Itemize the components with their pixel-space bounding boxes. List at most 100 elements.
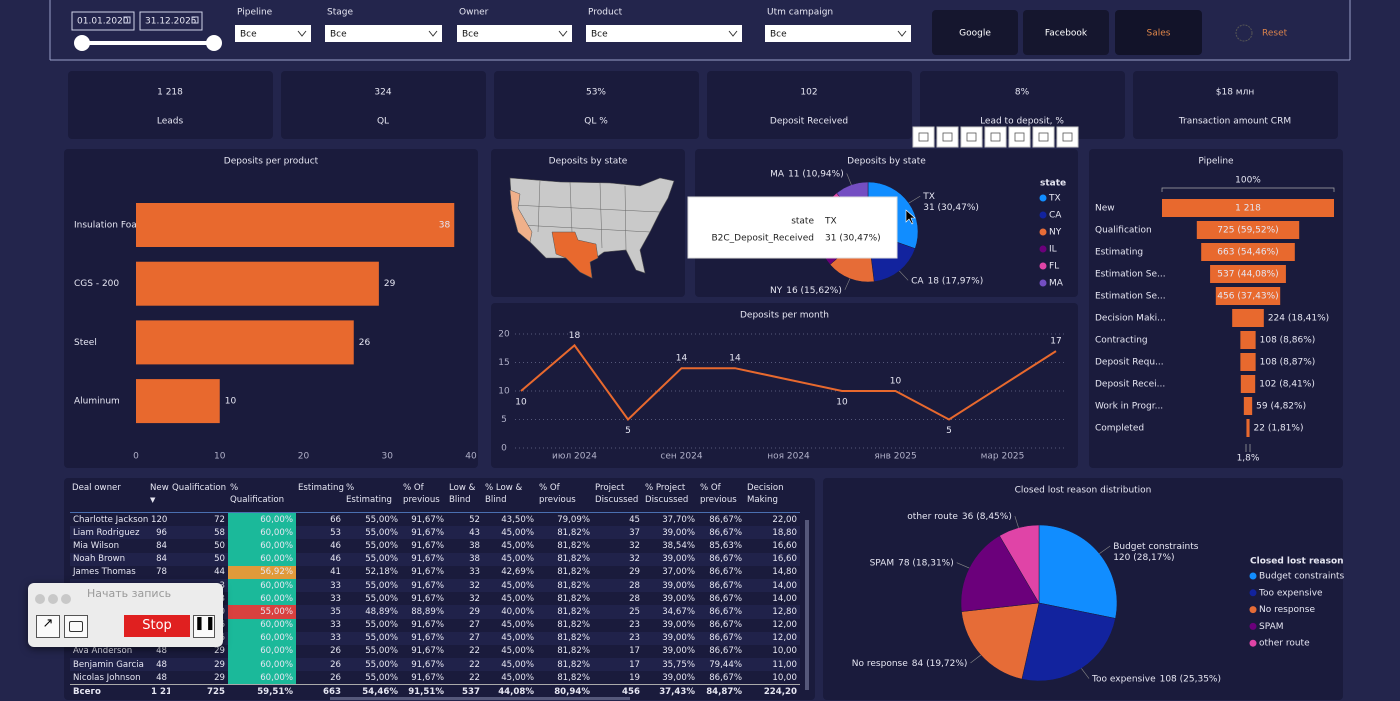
nav-button[interactable] (1023, 10, 1109, 55)
table-cell: 81,82% (557, 567, 590, 578)
y-tick-label: 20 (498, 330, 510, 340)
leader-line (1099, 545, 1111, 554)
slider-knob[interactable] (206, 35, 222, 51)
card (64, 149, 478, 468)
scrollbar[interactable] (805, 520, 809, 690)
date-box[interactable] (139, 11, 203, 31)
table-cell: 22 (469, 672, 480, 683)
label-name: MA (770, 169, 785, 179)
table-cell: 86,67% (709, 672, 742, 683)
label-name: Budget constraints (1113, 542, 1199, 552)
kpi-value: 1 218 (157, 88, 183, 98)
toolbar-button[interactable] (912, 126, 935, 148)
table-cell: 55,00% (365, 672, 398, 683)
slice (960, 535, 1040, 612)
table-cell: 50 (214, 554, 225, 565)
reset-button[interactable]: Reset (1262, 29, 1288, 39)
table-row: 055,00%3548,89%88,89%2940,00%81,82%2534,… (70, 605, 800, 619)
toolbar-button[interactable] (1032, 126, 1055, 148)
nav-button[interactable] (1115, 10, 1202, 55)
funnel-bar (1232, 309, 1264, 327)
label-value: 16 (15,62%) (786, 285, 842, 295)
table-cell: 48 (156, 672, 167, 683)
slicer-box[interactable] (325, 25, 442, 42)
table-cell: 12,00 (772, 620, 797, 631)
table-cell: 79,44% (709, 659, 742, 670)
table-cell: 86,67% (709, 633, 742, 644)
table-cell: Noah Brown (73, 554, 126, 565)
table-cell: 45,00% (501, 593, 534, 604)
pause-button[interactable]: ❚❚ (193, 615, 216, 638)
slicer-box[interactable] (765, 25, 911, 42)
data-label: 10 (836, 398, 848, 408)
total-cell: 1 218 (148, 684, 170, 699)
table-cell: 27 (469, 620, 480, 631)
data-label: Too expensive 108 (25,35%) (1091, 674, 1221, 684)
bar (136, 261, 379, 306)
rect-tool[interactable] (64, 615, 88, 638)
y-tick-label: 0 (501, 444, 507, 454)
table-cell: 86,67% (709, 580, 742, 591)
table-cell: 35,75% (662, 659, 695, 670)
table-cell: James Thomas (73, 567, 136, 578)
table-cell: 46 (330, 540, 341, 551)
slicer-box[interactable] (457, 25, 572, 42)
legend-title: state (1040, 179, 1066, 189)
slicer-box[interactable] (586, 25, 742, 42)
stop-button[interactable]: Stop (124, 615, 190, 637)
table-cell: 38,54% (662, 540, 695, 551)
label-value: 108 (25,35%) (1160, 674, 1221, 684)
label-name: NY (770, 285, 783, 295)
table-cell: 60,00% (228, 658, 296, 672)
date-box[interactable] (71, 11, 135, 31)
legend-swatch (1039, 194, 1047, 202)
label-name: CA (911, 276, 924, 286)
table-row: Mia Wilson 84 50 60,00% 46 55,00% 91,67% 38 45,0… (70, 539, 800, 553)
nav-button[interactable] (932, 10, 1018, 55)
toolbar-glyph (918, 132, 929, 142)
table-cell: 81,82% (557, 633, 590, 644)
toolbar-button[interactable] (984, 126, 1007, 148)
data-label: 456 (37,43%) (1217, 292, 1278, 302)
table-cell: 18,80 (772, 527, 797, 538)
calendar-icon (123, 16, 131, 24)
slider-knob[interactable] (74, 35, 90, 51)
slicer-box[interactable] (235, 25, 311, 42)
toolbar-button[interactable] (960, 126, 983, 148)
toolbar-button[interactable] (936, 126, 959, 148)
x-tick-label: 40 (465, 452, 477, 462)
table-cell: 52,18% (365, 567, 398, 578)
table-cell: 28 (629, 593, 640, 604)
total-cell: Всего (70, 684, 148, 699)
stage-label: Qualification (1095, 226, 1152, 236)
bar (136, 320, 354, 365)
legend-swatch (1039, 211, 1047, 219)
table-cell: 86,67% (709, 620, 742, 631)
table-cell: 42,69% (501, 567, 534, 578)
toolbar-glyph (990, 132, 1001, 142)
table-cell: 32 (469, 593, 480, 604)
table-cell: 28 (629, 580, 640, 591)
toolbar-button[interactable] (1056, 126, 1079, 148)
toolbar-button[interactable] (1008, 126, 1031, 148)
table-cell: 32 (629, 554, 640, 565)
card (491, 303, 1078, 468)
state-border (599, 182, 603, 249)
line (520, 343, 1057, 422)
stage-label: Deposit Requ... (1095, 358, 1164, 368)
table-cell: 45,00% (501, 554, 534, 565)
table-cell: 27 (469, 633, 480, 644)
table-cell: 91,67% (411, 593, 444, 604)
leader-line (908, 195, 921, 204)
x-tick-label: 0 (133, 452, 139, 462)
data-label: 1 218 (1235, 204, 1261, 214)
arrow-tool[interactable]: ↗ (36, 615, 60, 638)
table-row: 660,00%3355,00%91,67%2745,00%81,82%2339,… (70, 631, 800, 645)
table-cell: 29 (629, 567, 640, 578)
stage-label: Estimation Se... (1095, 292, 1166, 302)
kpi-value: 102 (800, 88, 817, 98)
table-cell: 91,67% (411, 659, 444, 670)
label-name: Too expensive (1091, 674, 1156, 684)
data-label: 18 (569, 331, 581, 341)
